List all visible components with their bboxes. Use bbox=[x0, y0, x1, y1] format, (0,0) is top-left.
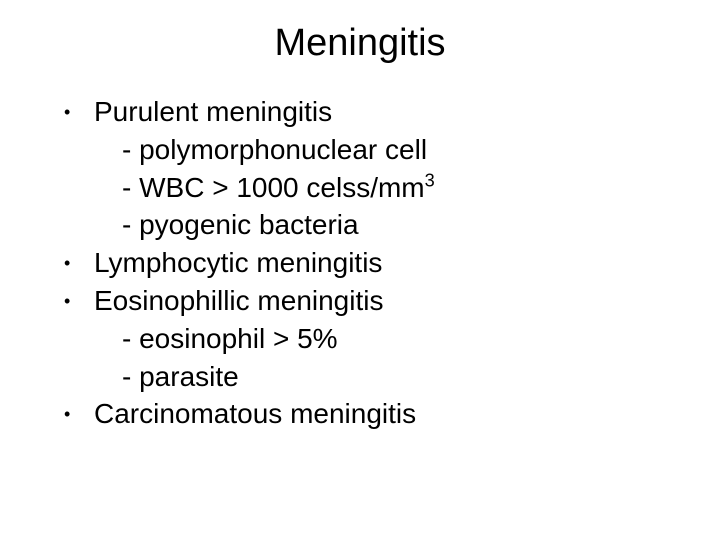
bullet-item: • Lymphocytic meningitis bbox=[58, 244, 720, 282]
bullet-icon: • bbox=[58, 93, 94, 131]
bullet-icon: • bbox=[58, 282, 94, 320]
sub-item: - pyogenic bacteria bbox=[58, 206, 720, 244]
sub-item: - parasite bbox=[58, 358, 720, 396]
sub-item: - eosinophil > 5% bbox=[58, 320, 720, 358]
superscript: 3 bbox=[425, 170, 435, 190]
bullet-icon: • bbox=[58, 395, 94, 433]
slide: Meningitis • Purulent meningitis - polym… bbox=[0, 0, 720, 540]
bullet-text: Lymphocytic meningitis bbox=[94, 244, 382, 282]
slide-title: Meningitis bbox=[0, 0, 720, 93]
sub-item: - polymorphonuclear cell bbox=[58, 131, 720, 169]
bullet-item: • Purulent meningitis bbox=[58, 93, 720, 131]
bullet-item: • Carcinomatous meningitis bbox=[58, 395, 720, 433]
bullet-text: Carcinomatous meningitis bbox=[94, 395, 416, 433]
bullet-text: Eosinophillic meningitis bbox=[94, 282, 383, 320]
bullet-text: Purulent meningitis bbox=[94, 93, 332, 131]
sub-item-text: - WBC > 1000 celss/mm bbox=[122, 172, 425, 203]
bullet-icon: • bbox=[58, 244, 94, 282]
sub-item: - WBC > 1000 celss/mm3 bbox=[58, 169, 720, 207]
slide-content: • Purulent meningitis - polymorphonuclea… bbox=[0, 93, 720, 433]
bullet-item: • Eosinophillic meningitis bbox=[58, 282, 720, 320]
